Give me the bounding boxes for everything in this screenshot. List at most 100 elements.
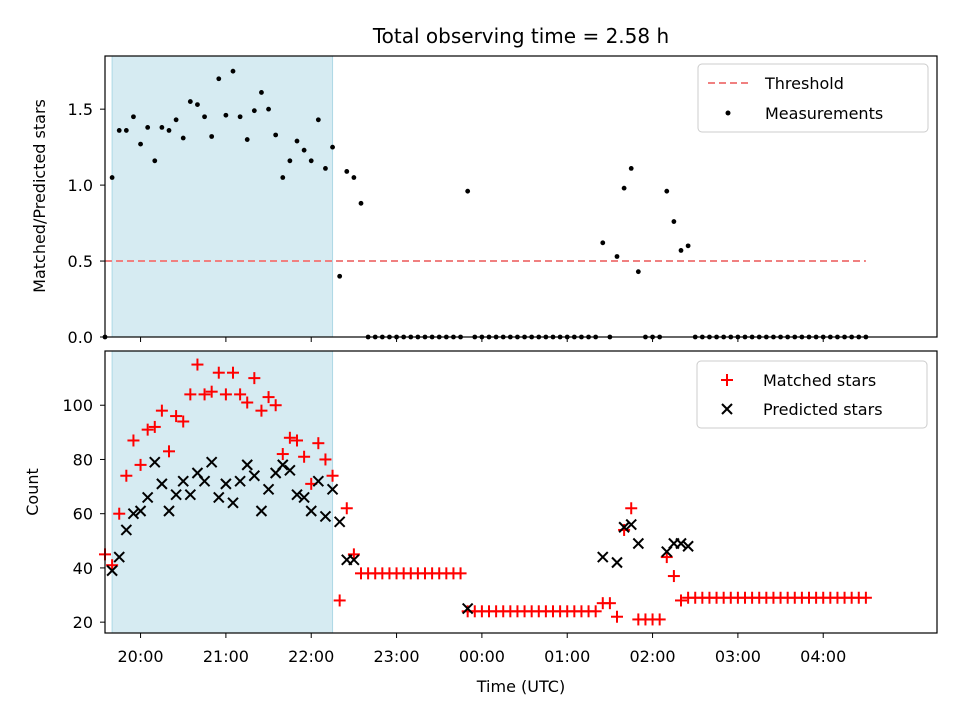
bottom-x-tick-label: 23:00 — [374, 647, 420, 666]
matched-star-point — [298, 450, 311, 463]
bottom-x-tick-label: 20:00 — [118, 647, 164, 666]
measurement-point — [351, 175, 357, 180]
top-observing-window-shading — [111, 55, 334, 338]
predicted-star-point — [120, 524, 133, 536]
bottom-axes-frame — [104, 350, 938, 634]
bottom-axis-ticks: 20 40 60 80 100 20:00 21:00 22:00 23:00 00:00 01:0… — [62, 396, 846, 666]
legend-measurements-label: Measurements — [765, 104, 883, 123]
measurement-point — [195, 102, 200, 108]
measurement-point — [465, 188, 471, 194]
top-y-tick-label: 1.5 — [68, 100, 93, 119]
matched-star-point — [212, 366, 225, 379]
bottom-y-tick-label: 20 — [73, 613, 93, 632]
measurement-point — [621, 185, 627, 191]
predicted-star-point — [227, 497, 239, 509]
predicted-star-point — [156, 478, 168, 490]
bottom-y-axis-label: Count — [23, 468, 42, 516]
matched-star-point — [347, 548, 360, 561]
matched-star-point — [184, 388, 197, 401]
measurement-point — [294, 138, 300, 144]
matched-star-point — [333, 594, 346, 607]
top-y-tick-label: 1.0 — [68, 176, 93, 195]
measurement-point — [152, 158, 158, 164]
predicted-star-point — [632, 537, 645, 550]
matched-star-point — [205, 385, 218, 398]
matched-star-point — [625, 502, 638, 515]
measurement-point — [358, 200, 364, 206]
bottom-x-tick-label: 00:00 — [459, 647, 505, 666]
top-y-axis-label: Matched/Predicted stars — [30, 99, 49, 293]
matched-star-point — [262, 391, 275, 404]
predicted-star-point — [177, 475, 189, 487]
measurement-point — [237, 114, 243, 120]
measurement-point — [337, 273, 343, 279]
matched-star-point — [269, 399, 282, 412]
matched-star-point — [170, 410, 183, 423]
legend-measurements-swatch — [725, 110, 731, 116]
legend-predicted-label: Predicted stars — [763, 400, 883, 419]
measurement-point — [266, 106, 271, 112]
matched-star-point — [660, 551, 673, 564]
bottom-x-tick-label: 01:00 — [544, 647, 590, 666]
predicted-star-point — [597, 551, 609, 563]
predicted-star-point — [141, 491, 154, 504]
bottom-y-tick-label: 100 — [62, 396, 93, 415]
measurement-point — [244, 137, 250, 142]
measurement-point — [138, 141, 143, 147]
measurement-point — [109, 175, 115, 180]
predicted-star-point — [333, 516, 346, 528]
bottom-x-tick-label: 21:00 — [203, 647, 249, 666]
measurement-point — [259, 90, 264, 95]
measurement-point — [166, 128, 172, 133]
top-y-tick-label: 0.0 — [68, 328, 93, 347]
predicted-star-point — [675, 537, 687, 550]
predicted-star-point — [248, 470, 261, 482]
measurement-point — [209, 134, 215, 139]
matched-star-point — [326, 469, 339, 482]
predicted-star-point — [205, 456, 218, 468]
measurement-point — [273, 132, 279, 138]
measurement-point — [202, 114, 207, 120]
matched-star-point — [148, 420, 161, 433]
predicted-star-point — [319, 510, 332, 523]
predicted-star-point — [625, 518, 637, 531]
predicted-star-point — [277, 459, 289, 471]
measurement-point — [671, 219, 677, 224]
matched-star-point — [276, 448, 289, 461]
top-chart-title: Total observing time = 2.58 h — [372, 24, 669, 48]
predicted-star-point — [213, 491, 225, 504]
bottom-legend: Matched stars Predicted stars — [696, 360, 928, 429]
measurement-point — [323, 166, 328, 171]
matched-star-point — [255, 404, 268, 417]
measurement-point — [628, 166, 634, 171]
predicted-star-point — [262, 483, 275, 495]
predicted-star-point — [134, 505, 147, 517]
predicted-star-point — [682, 540, 694, 552]
matched-star-point — [227, 366, 239, 379]
bottom-y-tick-label: 40 — [73, 559, 93, 578]
measurement-point — [159, 124, 165, 130]
predicted-star-point — [461, 602, 474, 615]
matched-star-point — [589, 605, 602, 618]
measurement-point — [123, 128, 129, 133]
predicted-star-point — [241, 459, 253, 471]
bottom-legend-box — [696, 360, 928, 429]
predicted-star-point — [291, 489, 303, 501]
predicted-star-point — [618, 521, 630, 533]
matched-star-point — [198, 388, 211, 401]
measurement-point — [344, 169, 350, 174]
bottom-x-tick-label: 04:00 — [800, 647, 846, 666]
matched-star-point — [291, 434, 303, 447]
legend-matched-swatch — [721, 374, 733, 386]
matched-star-point — [667, 570, 680, 583]
matched-star-point — [340, 502, 353, 515]
measurement-point — [173, 117, 179, 123]
measurement-point — [678, 248, 684, 253]
predicted-star-point — [284, 464, 296, 477]
bottom-x-axis-label: Time (UTC) — [476, 677, 565, 696]
matched-stars-points — [99, 358, 872, 626]
matched-star-point — [113, 507, 126, 520]
measurement-point — [116, 128, 122, 133]
measurement-point — [330, 144, 335, 150]
